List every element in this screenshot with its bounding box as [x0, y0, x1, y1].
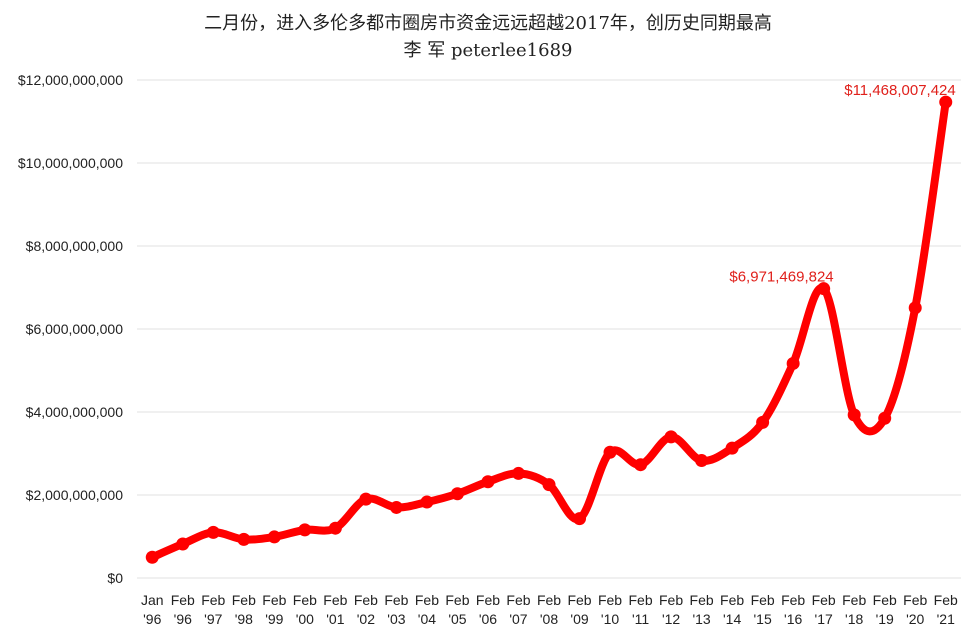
data-point-0 [145, 550, 159, 564]
data-point-19 [725, 441, 739, 455]
chart-title: 二月份，进入多伦多都市圈房市资金远远超越2017年，创历史同期最高 [204, 13, 772, 34]
x-tick-label-3: Feb '98 [232, 592, 256, 627]
x-tick-label-8: Feb '03 [384, 592, 408, 627]
x-tick-label-25: Feb '20 [903, 592, 927, 627]
x-tick-label-24: Feb '19 [873, 592, 897, 627]
data-point-16 [634, 458, 648, 472]
x-tick-label-22: Feb '17 [812, 592, 836, 627]
x-tick-label-26: Feb '21 [934, 592, 958, 627]
data-points [145, 95, 953, 564]
x-tick-label-2: Feb '97 [201, 592, 225, 627]
data-label-1: $11,468,007,424 [844, 82, 956, 99]
x-tick-label-12: Feb '07 [506, 592, 530, 627]
y-tick-label-3: $6,000,000,000 [26, 321, 124, 337]
data-label-0: $6,971,469,824 [729, 269, 833, 286]
x-tick-label-9: Feb '04 [415, 592, 439, 627]
x-tick-label-15: Feb '10 [598, 592, 622, 627]
data-point-1 [176, 537, 190, 551]
data-point-7 [359, 492, 373, 506]
x-tick-label-1: Feb '96 [171, 592, 195, 627]
data-point-22 [817, 282, 831, 296]
x-tick-label-20: Feb '15 [751, 592, 775, 627]
y-tick-label-1: $2,000,000,000 [26, 487, 124, 503]
data-point-18 [695, 454, 709, 468]
data-point-25 [908, 301, 922, 315]
data-point-21 [786, 356, 800, 370]
data-point-5 [298, 523, 312, 537]
gridlines [137, 79, 961, 579]
data-point-14 [573, 512, 587, 526]
x-tick-label-21: Feb '16 [781, 592, 805, 627]
x-tick-label-11: Feb '06 [476, 592, 500, 627]
y-tick-label-2: $4,000,000,000 [26, 404, 124, 420]
data-point-17 [664, 430, 678, 444]
x-tick-label-4: Feb '99 [262, 592, 286, 627]
chart-subtitle: 李 军 peterlee1689 [404, 40, 573, 61]
data-point-13 [542, 478, 556, 492]
x-tick-label-13: Feb '08 [537, 592, 561, 627]
data-point-15 [603, 445, 617, 459]
y-tick-label-5: $10,000,000,000 [18, 155, 123, 171]
data-point-11 [481, 475, 495, 489]
data-point-2 [206, 525, 220, 539]
x-tick-label-23: Feb '18 [842, 592, 866, 627]
x-tick-label-7: Feb '02 [354, 592, 378, 627]
data-point-9 [420, 495, 434, 509]
x-tick-label-5: Feb '00 [293, 592, 317, 627]
x-tick-label-17: Feb '12 [659, 592, 683, 627]
y-tick-label-0: $0 [107, 570, 123, 586]
data-point-26 [939, 95, 953, 109]
x-tick-label-6: Feb '01 [323, 592, 347, 627]
data-point-20 [756, 415, 770, 429]
x-tick-label-18: Feb '13 [690, 592, 714, 627]
x-tick-label-10: Feb '05 [445, 592, 469, 627]
data-labels: $6,971,469,824 $11,468,007,424 [729, 82, 955, 286]
data-point-12 [511, 466, 525, 480]
x-tick-label-14: Feb '09 [567, 592, 591, 627]
data-point-6 [328, 521, 342, 535]
data-point-10 [450, 487, 464, 501]
data-point-4 [267, 530, 281, 544]
y-tick-label-6: $12,000,000,000 [18, 72, 123, 88]
x-tick-label-19: Feb '14 [720, 592, 744, 627]
x-tick-label-16: Feb '11 [628, 592, 652, 627]
data-point-8 [389, 500, 403, 514]
y-axis-tick-labels: $0 $2,000,000,000 $4,000,000,000 $6,000,000… [18, 72, 123, 586]
data-point-24 [878, 411, 892, 425]
y-tick-label-4: $8,000,000,000 [26, 238, 124, 254]
x-tick-label-0: Jan '96 [141, 592, 164, 627]
data-point-3 [237, 532, 251, 546]
data-point-23 [847, 408, 861, 422]
